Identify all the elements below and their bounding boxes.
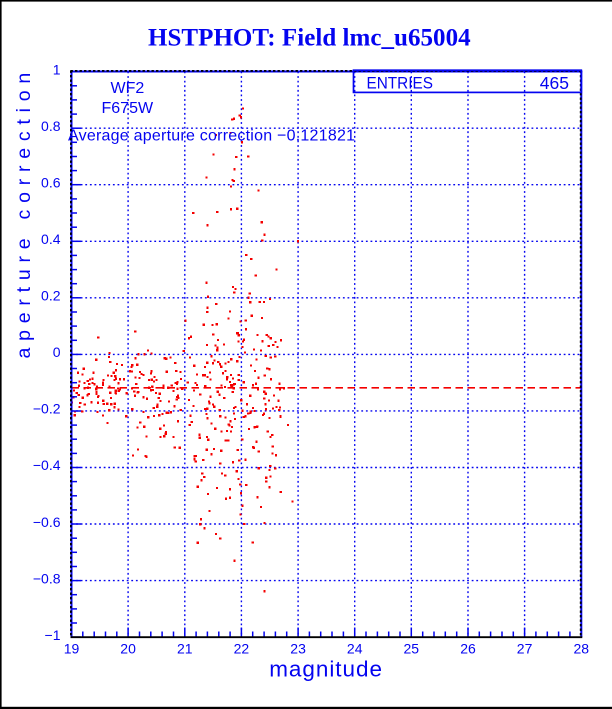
svg-text:1: 1 [53, 61, 61, 77]
svg-text:aperture correction: aperture correction [13, 73, 35, 359]
svg-text:−0.8: −0.8 [33, 570, 61, 586]
svg-text:19: 19 [64, 641, 80, 657]
svg-text:0.2: 0.2 [41, 288, 61, 304]
svg-text:465: 465 [540, 73, 569, 93]
svg-text:21: 21 [177, 641, 193, 657]
svg-text:25: 25 [404, 641, 420, 657]
svg-text:−1: −1 [45, 627, 61, 643]
svg-text:23: 23 [290, 641, 306, 657]
svg-text:F675W: F675W [102, 100, 154, 117]
svg-text:ENTRIES: ENTRIES [367, 74, 434, 93]
svg-text:0: 0 [53, 344, 61, 360]
svg-text:20: 20 [120, 641, 136, 657]
svg-text:−0.4: −0.4 [33, 457, 61, 473]
svg-text:0.8: 0.8 [41, 118, 61, 134]
svg-text:0.6: 0.6 [41, 174, 61, 190]
svg-text:HSTPHOT: Field lmc_u65004: HSTPHOT: Field lmc_u65004 [148, 25, 471, 52]
svg-text:26: 26 [460, 641, 476, 657]
svg-text:WF2: WF2 [111, 80, 145, 97]
svg-text:0.4: 0.4 [41, 231, 61, 247]
svg-text:22: 22 [234, 641, 250, 657]
svg-text:magnitude: magnitude [269, 657, 382, 682]
svg-text:24: 24 [347, 641, 363, 657]
svg-text:−0.2: −0.2 [33, 401, 61, 417]
svg-text:28: 28 [574, 641, 590, 657]
svg-text:−0.6: −0.6 [33, 514, 61, 530]
svg-text:27: 27 [517, 641, 533, 657]
svg-text:Average aperture correction −0: Average aperture correction −0.121821 [68, 128, 355, 145]
